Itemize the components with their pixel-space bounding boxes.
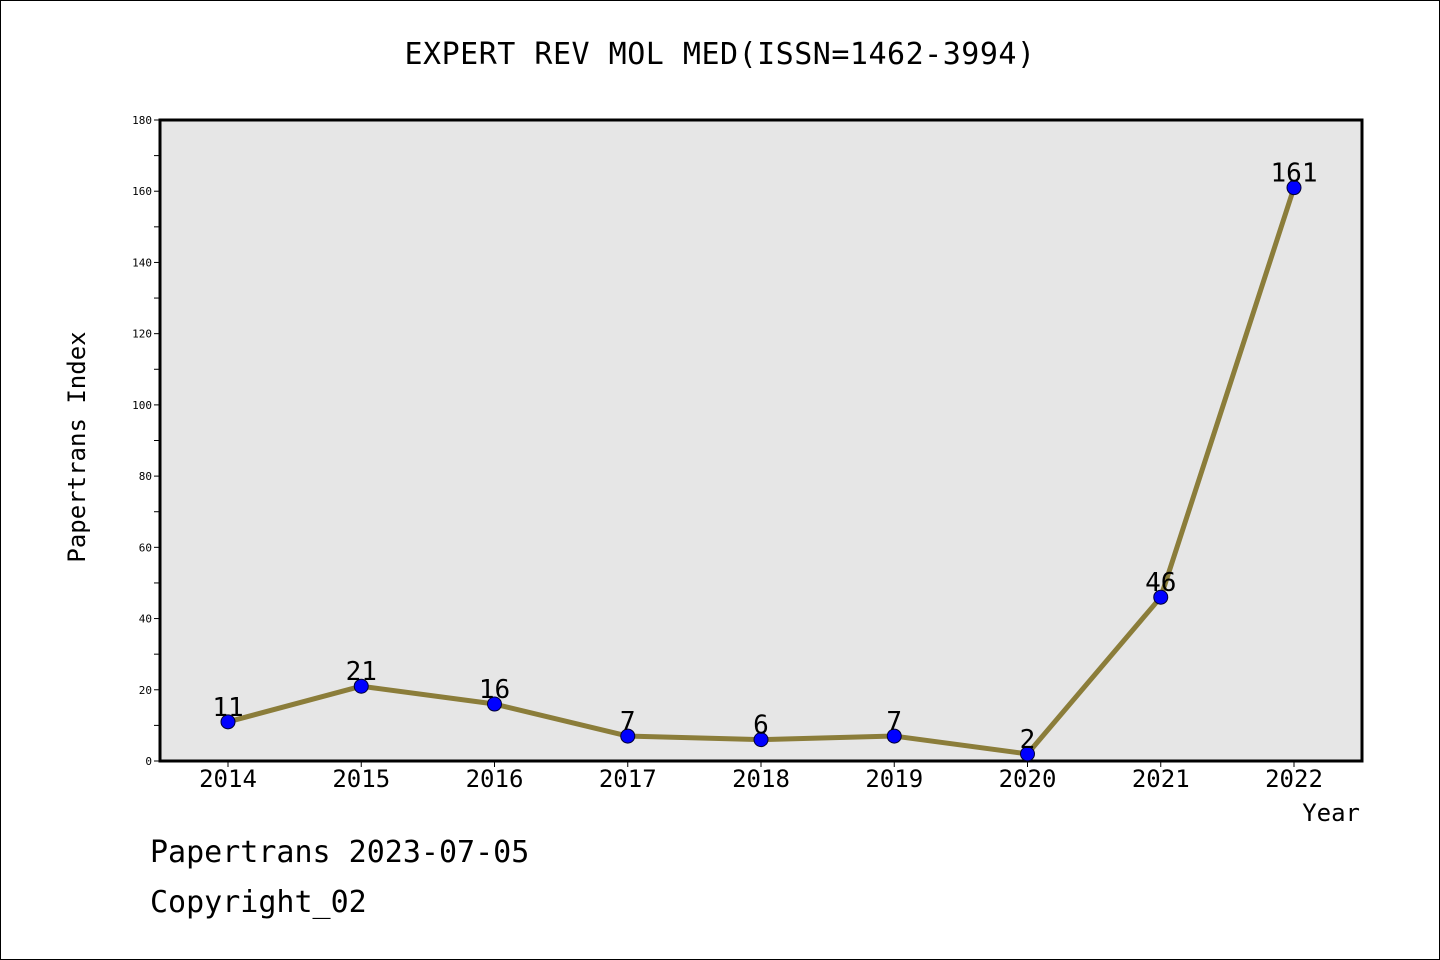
x-tick-label: 2020 xyxy=(999,765,1057,793)
y-tick-label: 0 xyxy=(145,755,152,768)
data-point xyxy=(487,696,502,712)
x-tick-label: 2017 xyxy=(599,765,657,793)
x-tick-label: 2015 xyxy=(332,765,390,793)
x-tick-label: 2018 xyxy=(732,765,790,793)
data-point xyxy=(1153,589,1169,605)
y-tick-label: 100 xyxy=(132,399,152,412)
data-label: 21 xyxy=(346,657,377,687)
series-data-labels: 11 21 16 7 6 7 2 46 161 xyxy=(212,159,1317,755)
data-label: 7 xyxy=(620,707,636,737)
footer-line-2: Copyright_02 xyxy=(150,885,367,920)
x-tick-label: 2014 xyxy=(199,765,257,793)
data-label: 46 xyxy=(1145,568,1176,598)
y-axis: 0 20 40 60 80 100 120 140 160 180 xyxy=(132,114,160,768)
y-tick-label: 120 xyxy=(132,328,152,341)
x-tick-label: 2022 xyxy=(1265,765,1323,793)
y-tick-label: 180 xyxy=(132,114,152,127)
x-tick-label: 2016 xyxy=(466,765,524,793)
data-point xyxy=(886,728,902,744)
series-points xyxy=(220,180,1302,762)
x-tick-label: 2019 xyxy=(865,765,923,793)
y-tick-label: 40 xyxy=(139,613,152,626)
data-label: 16 xyxy=(479,675,510,705)
data-point xyxy=(753,732,769,748)
data-label: 11 xyxy=(212,693,243,723)
y-tick-label: 20 xyxy=(139,684,152,697)
data-label: 7 xyxy=(886,707,902,737)
chart-title: EXPERT REV MOL MED(ISSN=1462-3994) xyxy=(404,37,1036,72)
x-axis-label: Year xyxy=(1302,799,1360,827)
y-tick-label: 140 xyxy=(132,256,152,269)
data-point xyxy=(1286,180,1302,196)
y-tick-label: 80 xyxy=(139,470,152,483)
y-tick-label: 160 xyxy=(132,185,152,198)
y-axis-label: Papertrans Index xyxy=(63,331,91,562)
y-tick-label: 60 xyxy=(139,541,152,554)
x-axis: 2014 2015 2016 2017 2018 2019 2020 2021 2022 xyxy=(199,761,1323,793)
data-label: 161 xyxy=(1271,159,1318,189)
x-tick-label: 2021 xyxy=(1132,765,1190,793)
data-point xyxy=(620,728,636,744)
data-point xyxy=(353,678,369,694)
footer-line-1: Papertrans 2023-07-05 xyxy=(150,835,530,870)
data-point xyxy=(220,714,236,730)
data-label: 2 xyxy=(1020,725,1036,755)
plot-area xyxy=(158,118,1364,763)
data-label: 6 xyxy=(753,711,769,741)
data-point xyxy=(1020,746,1035,762)
